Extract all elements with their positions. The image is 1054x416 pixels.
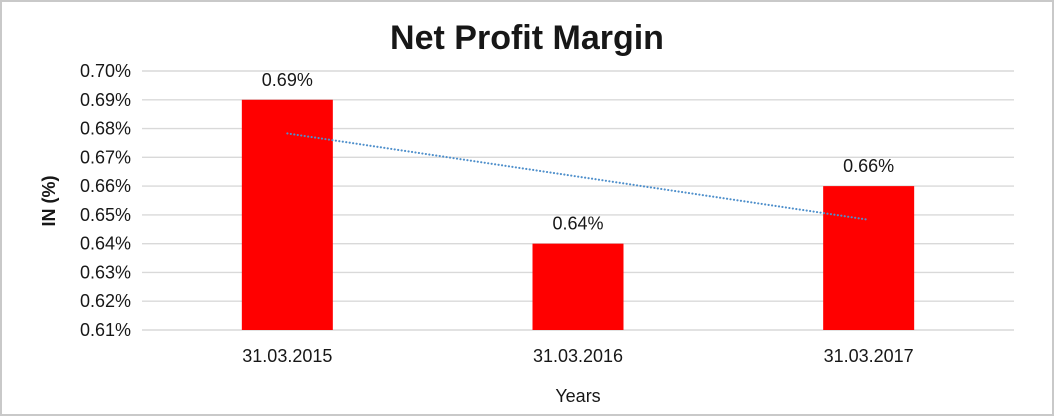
data-label: 0.69% bbox=[262, 70, 313, 90]
x-category-label: 31.03.2015 bbox=[242, 346, 332, 366]
y-tick-label: 0.67% bbox=[80, 147, 131, 167]
y-tick-label: 0.65% bbox=[80, 205, 131, 225]
y-axis-title: IN (%) bbox=[39, 176, 59, 227]
bar-2 bbox=[823, 186, 915, 330]
x-category-label: 31.03.2017 bbox=[824, 346, 914, 366]
y-tick-label: 0.70% bbox=[80, 61, 131, 81]
trendline bbox=[286, 132, 870, 221]
y-tick-label: 0.69% bbox=[80, 90, 131, 110]
plot-group: 0.70% 0.69% 0.68% 0.67% 0.66% 0.65% 0.64% 0.63%… bbox=[80, 61, 1014, 366]
y-tick-label: 0.66% bbox=[80, 176, 131, 196]
x-category-label: 31.03.2016 bbox=[533, 346, 623, 366]
chart-title: Net Profit Margin bbox=[390, 19, 664, 57]
y-tick-label: 0.64% bbox=[80, 234, 131, 254]
x-axis-title: Years bbox=[555, 386, 600, 406]
y-tick-label: 0.61% bbox=[80, 320, 131, 340]
data-label: 0.64% bbox=[552, 214, 603, 234]
data-label: 0.66% bbox=[843, 156, 894, 176]
y-tick-label: 0.63% bbox=[80, 262, 131, 282]
bar-1 bbox=[532, 243, 624, 330]
y-tick-label: 0.62% bbox=[80, 291, 131, 311]
y-tick-label: 0.68% bbox=[80, 119, 131, 139]
